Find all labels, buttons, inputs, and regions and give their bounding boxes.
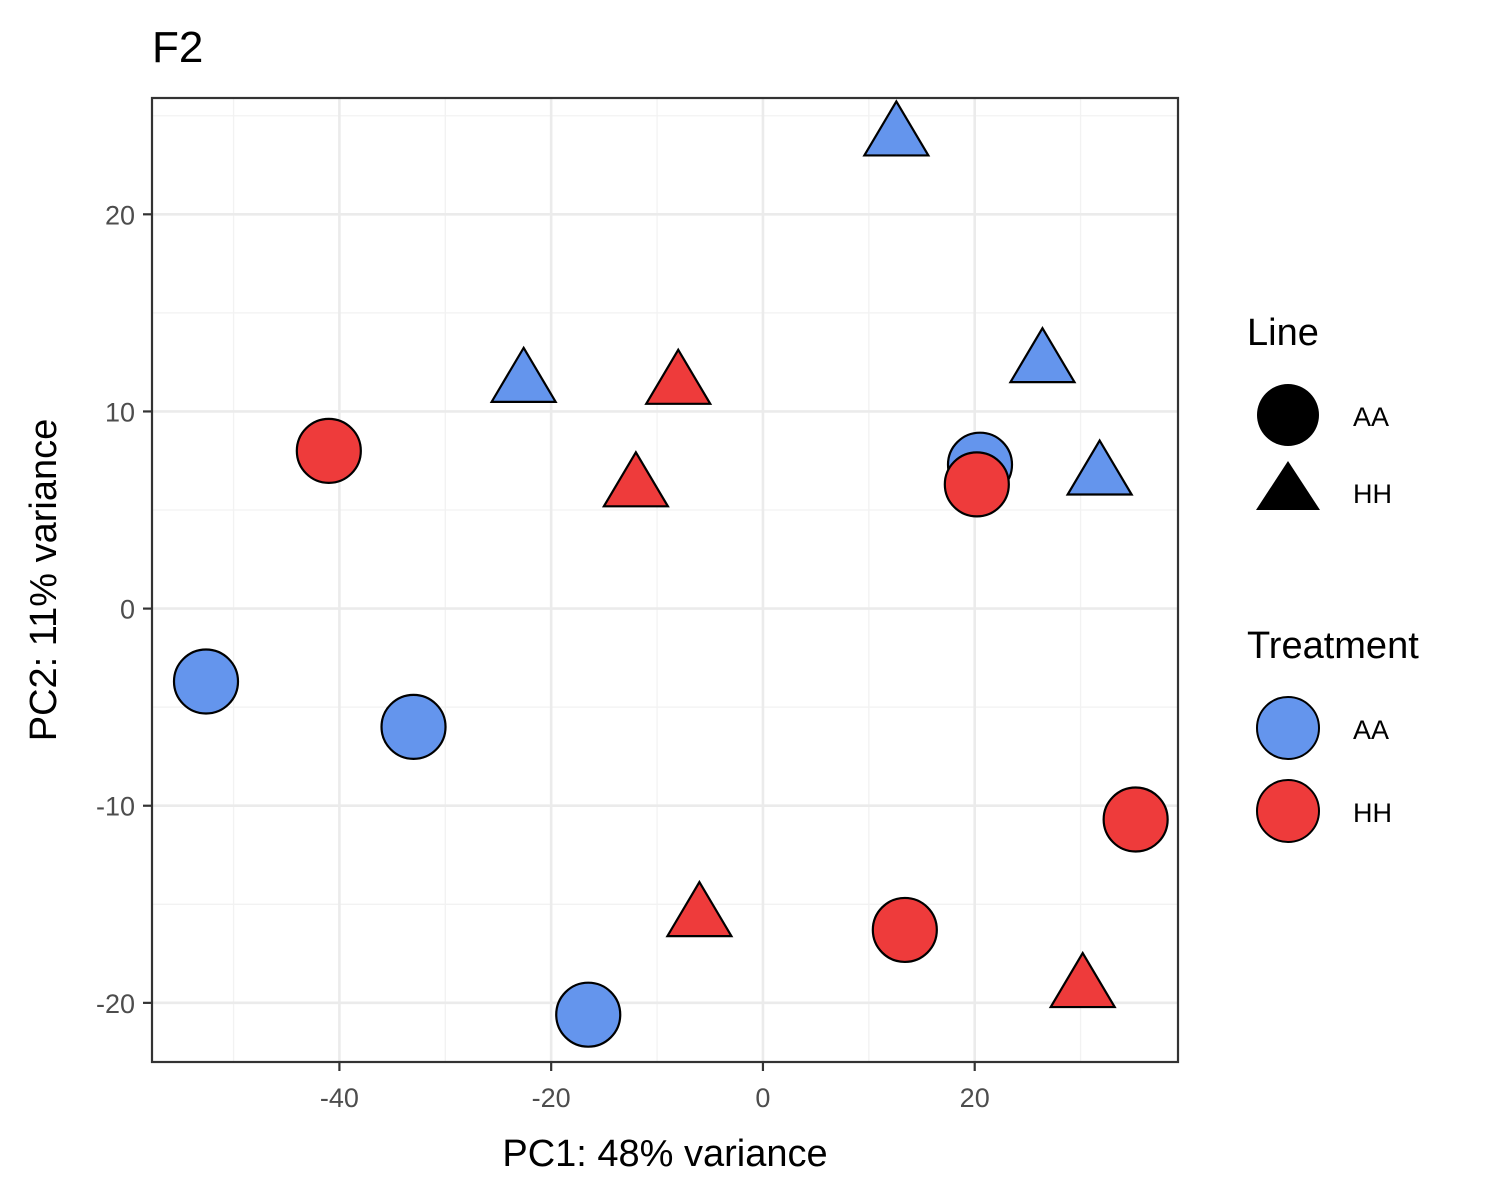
y-tick-label: -20	[96, 989, 135, 1019]
data-point-circle-aa	[555, 981, 622, 1048]
y-tick-label: 10	[105, 397, 135, 427]
chart-title: F2	[152, 23, 203, 72]
legend-triangle-icon	[1256, 461, 1320, 510]
color-legend-label-aa: AA	[1353, 715, 1389, 745]
data-point-triangle-hh	[601, 450, 670, 508]
data-points	[172, 99, 1169, 1048]
legend-color-swatch-aa	[1256, 696, 1320, 760]
data-point-circle-aa	[380, 693, 447, 760]
data-point-triangle-aa	[1065, 438, 1134, 496]
grid-lines	[152, 98, 1178, 1062]
data-point-triangle-hh	[665, 879, 734, 938]
shape-legend-label-aa: AA	[1353, 402, 1389, 432]
y-axis-label: PC2: 11% variance	[23, 419, 65, 741]
data-point-circle-aa	[172, 648, 240, 715]
color-legend-title: Treatment	[1247, 625, 1419, 667]
y-tick-label: 20	[105, 200, 135, 230]
x-tick-label: -20	[532, 1083, 571, 1113]
data-point-circle-hh	[871, 896, 938, 964]
data-point-circle-hh	[295, 417, 362, 484]
legend-color-swatch-hh	[1256, 779, 1320, 843]
x-tick-label: 0	[755, 1083, 770, 1113]
panel-border	[150, 96, 1180, 1064]
shape-legend-label-hh: HH	[1353, 479, 1392, 509]
data-point-triangle-aa	[1008, 325, 1077, 384]
x-tick-label: 20	[960, 1083, 990, 1113]
x-axis-label: PC1: 48% variance	[502, 1133, 827, 1175]
data-point-triangle-hh	[1048, 950, 1117, 1009]
data-point-circle-hh	[943, 451, 1010, 518]
y-tick-label: 0	[120, 595, 135, 625]
plot-panel	[152, 98, 1178, 1062]
legend-circle-icon	[1257, 384, 1319, 446]
data-point-circle-hh	[1102, 786, 1169, 853]
shape-legend-title: Line	[1247, 312, 1319, 354]
data-point-triangle-aa	[489, 345, 558, 403]
data-point-triangle-aa	[862, 99, 931, 157]
axes: -40 -20 0 20 -20 -10 0 10 20	[96, 200, 990, 1113]
color-legend-label-hh: HH	[1353, 798, 1392, 828]
legend: Line AA HH Treatment AA HH	[1247, 312, 1419, 843]
y-tick-label: -10	[96, 792, 135, 822]
data-point-triangle-hh	[644, 347, 713, 405]
x-tick-label: -40	[320, 1083, 359, 1113]
